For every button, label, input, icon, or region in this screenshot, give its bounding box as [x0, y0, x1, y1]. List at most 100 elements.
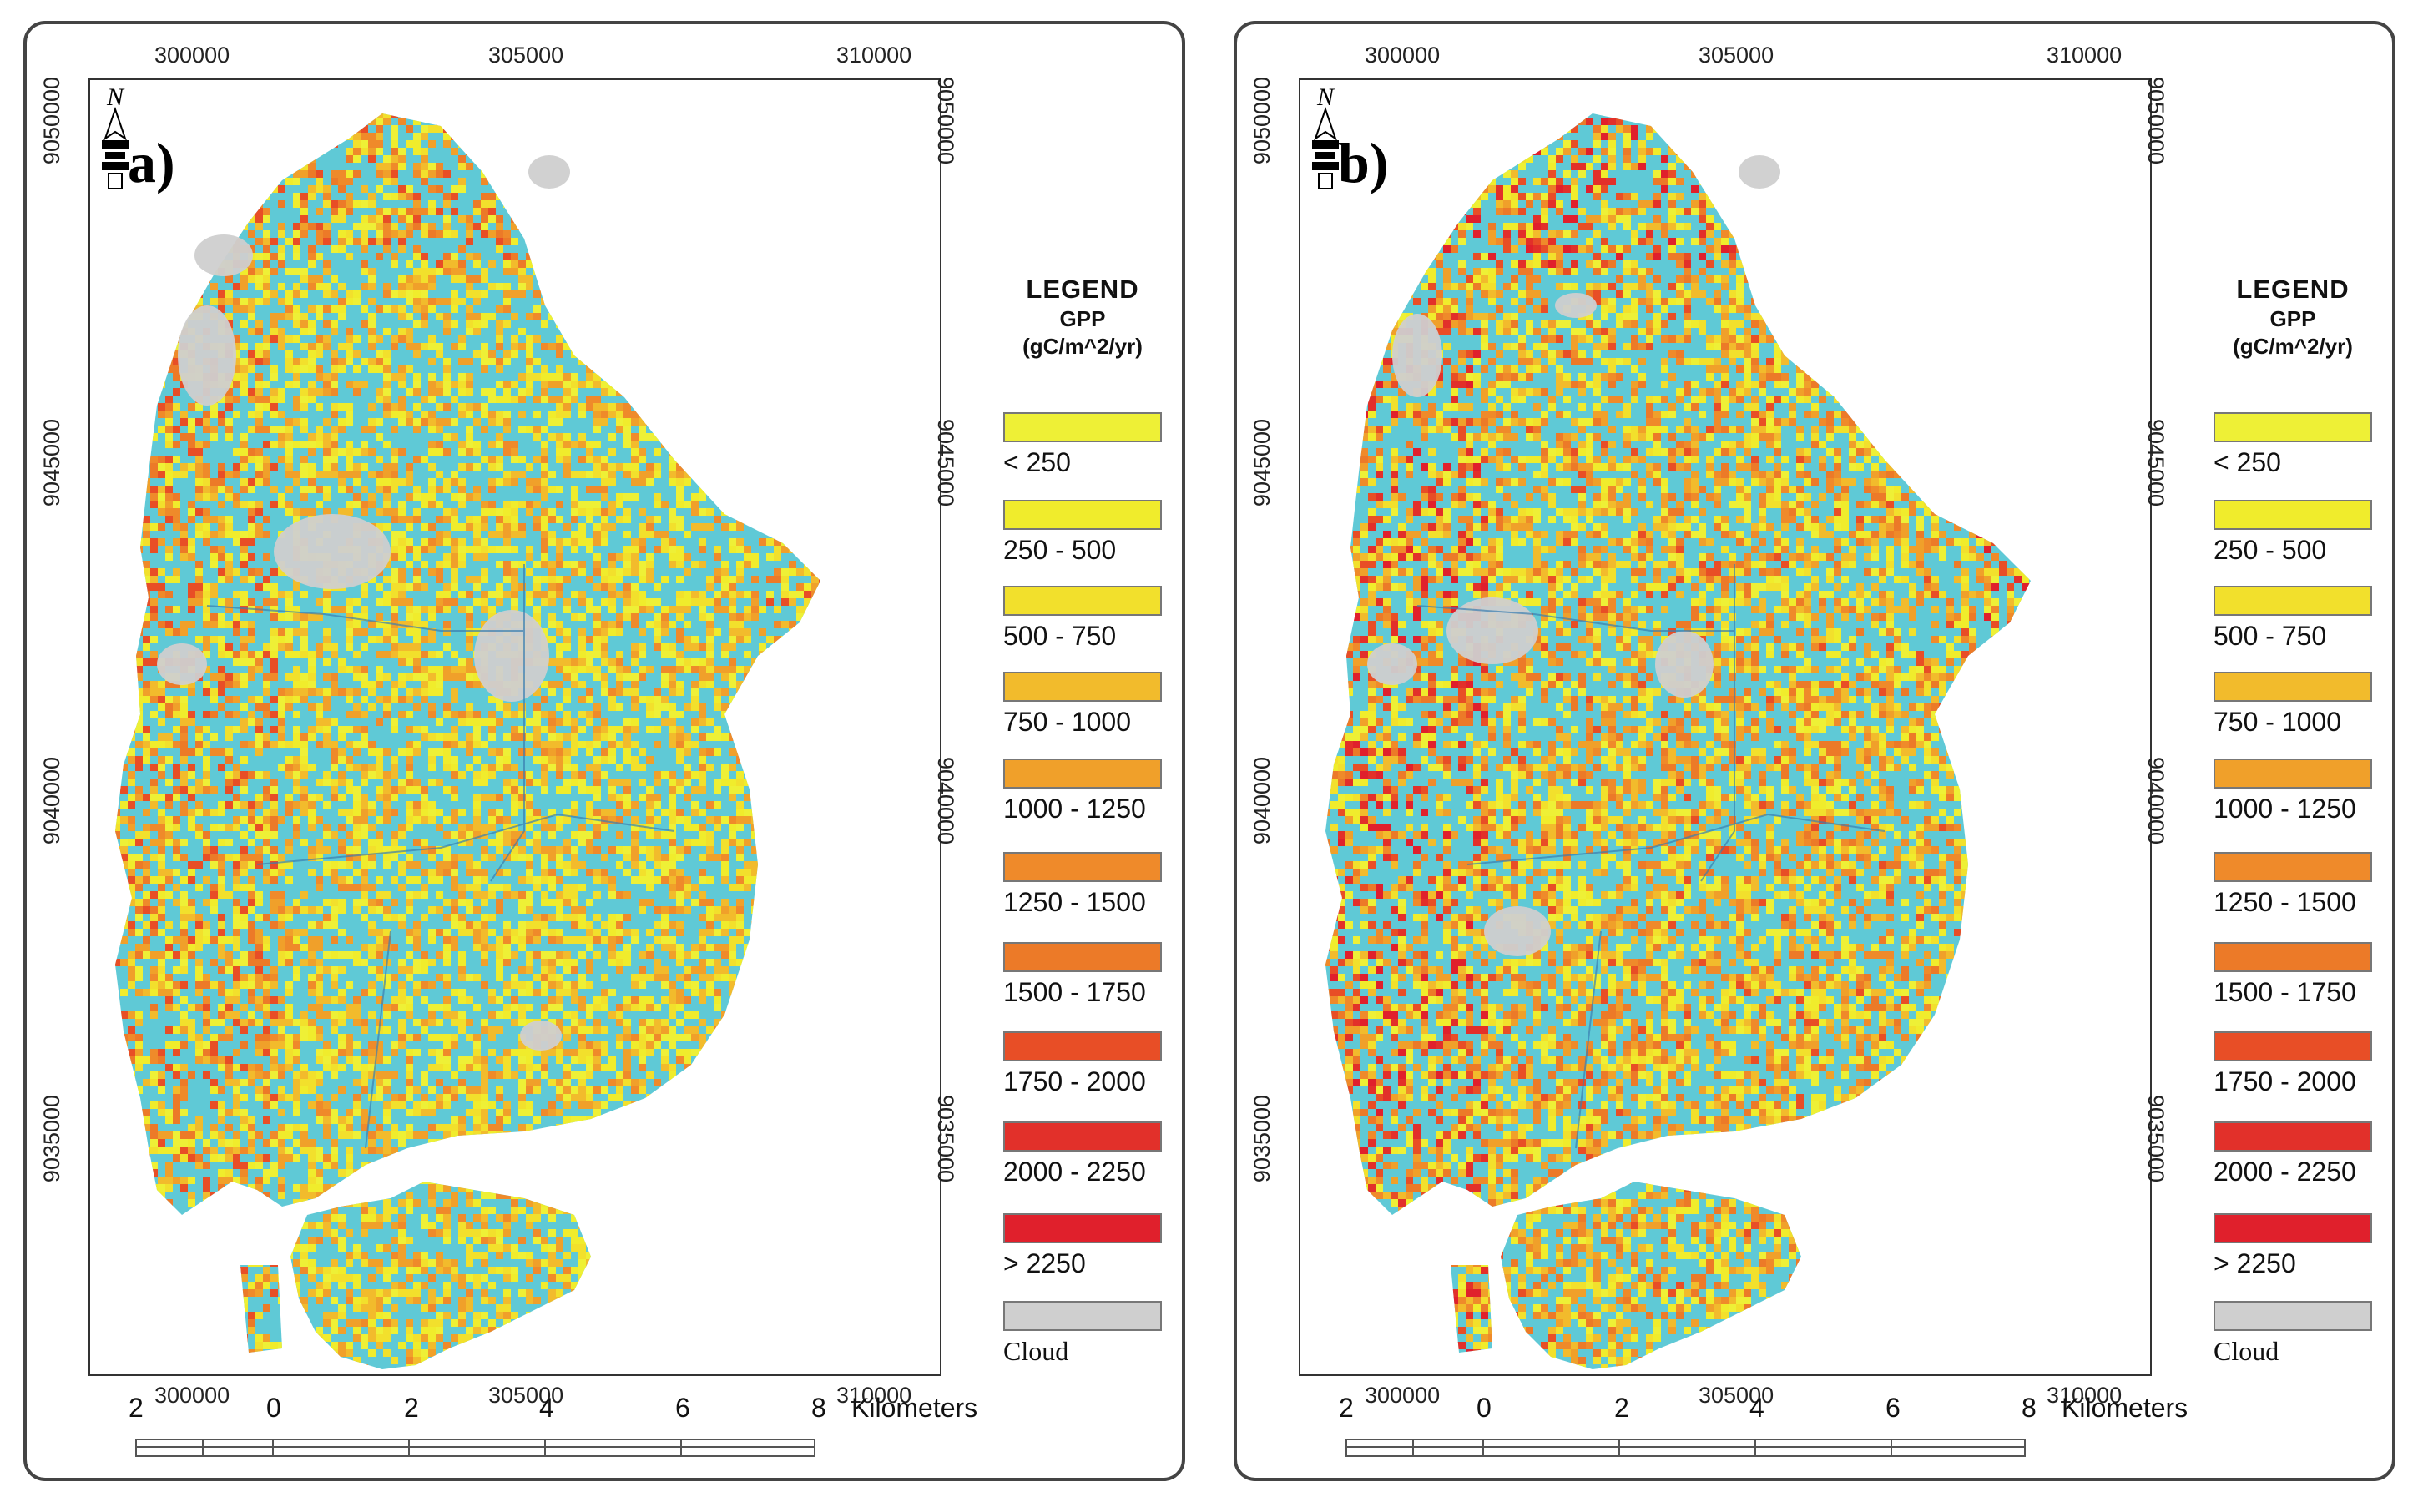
gpp-map-b [1300, 80, 2150, 1374]
legend-cloud-label: Cloud [1003, 1336, 1204, 1367]
x-tick-top: 305000 [488, 43, 563, 68]
scale-unit: Kilometers [2062, 1393, 2188, 1424]
scale-tick: 2 [404, 1393, 419, 1424]
legend-swatch-cloud [1003, 1301, 1162, 1331]
legend-item: 1250 - 1500 [2214, 852, 2413, 918]
x-tick-top: 300000 [154, 43, 230, 68]
x-tick-bottom: 305000 [1699, 1383, 1774, 1409]
legend-item: 1000 - 1250 [1003, 759, 1204, 824]
panel-label: b) [1338, 130, 1388, 196]
legend-swatch [1003, 759, 1162, 789]
y-tick-left: 9050000 [1249, 77, 1275, 164]
legend-subtitle: GPP [982, 306, 1183, 332]
legend-swatch [2214, 1121, 2372, 1152]
legend-swatch [2214, 852, 2372, 882]
legend-class-label: 500 - 750 [2214, 621, 2413, 652]
legend-swatch [1003, 942, 1162, 972]
legend-swatch-cloud [2214, 1301, 2372, 1331]
y-tick-right: 9040000 [2143, 757, 2168, 844]
y-tick-right: 9035000 [932, 1095, 958, 1182]
y-tick-left: 9040000 [1249, 757, 1275, 844]
north-arrow-icon: N [1312, 83, 1339, 189]
legend-swatch [2214, 942, 2372, 972]
scale-unit: Kilometers [851, 1393, 977, 1424]
legend-swatch [2214, 586, 2372, 616]
legend-item-cloud: Cloud [1003, 1301, 1204, 1367]
legend-cloud-label: Cloud [2214, 1336, 2413, 1367]
y-tick-left: 9045000 [1249, 419, 1275, 507]
scale-tick: 2 [1339, 1393, 1354, 1424]
x-tick-top: 305000 [1699, 43, 1774, 68]
legend-class-label: 250 - 500 [1003, 535, 1204, 566]
x-tick-top: 310000 [2047, 43, 2122, 68]
x-tick-bottom: 300000 [1365, 1383, 1440, 1409]
map-frame-a: a) N [88, 78, 941, 1376]
y-tick-left: 9035000 [1249, 1095, 1275, 1182]
scale-tick: 8 [811, 1393, 826, 1424]
legend-title: LEGEND [982, 275, 1183, 305]
scale-bar-midline [135, 1446, 815, 1448]
legend-item: 1250 - 1500 [1003, 852, 1204, 918]
legend-swatch [1003, 1121, 1162, 1152]
scale-tick: 6 [675, 1393, 690, 1424]
y-tick-right: 9045000 [2143, 419, 2168, 507]
y-tick-right: 9050000 [2143, 77, 2168, 164]
legend-class-label: 1000 - 1250 [2214, 794, 2413, 824]
scale-bar: 2 0 2 4 6 8 Kilometers [1320, 1393, 2239, 1484]
legend-item: 250 - 500 [1003, 500, 1204, 566]
y-tick-right: 9040000 [932, 757, 958, 844]
legend-item: < 250 [1003, 412, 1204, 478]
legend-item: > 2250 [1003, 1213, 1204, 1279]
legend-subtitle: GPP [2193, 306, 2393, 332]
legend-item: < 250 [2214, 412, 2413, 478]
y-tick-left: 9040000 [39, 757, 65, 844]
y-tick-left: 9045000 [39, 419, 65, 507]
legend-item: 500 - 750 [1003, 586, 1204, 652]
x-tick-bottom: 300000 [154, 1383, 230, 1409]
legend-class-label: 1750 - 2000 [2214, 1066, 2413, 1097]
scale-tick: 0 [1477, 1393, 1492, 1424]
y-tick-right: 9035000 [2143, 1095, 2168, 1182]
legend-item-cloud: Cloud [2214, 1301, 2413, 1367]
legend-title: LEGEND [2193, 275, 2393, 305]
legend-class-label: < 250 [1003, 447, 1204, 478]
legend: LEGEND GPP (gC/m^2/yr) [982, 275, 1183, 360]
scale-bar: 2 0 2 4 6 8 Kilometers [110, 1393, 1028, 1484]
legend-class-label: 500 - 750 [1003, 621, 1204, 652]
scale-bar-outline [1345, 1439, 2026, 1457]
legend-swatch [2214, 1213, 2372, 1243]
legend-item: 1000 - 1250 [2214, 759, 2413, 824]
legend-class-label: 1500 - 1750 [2214, 977, 2413, 1008]
legend-swatch [1003, 412, 1162, 442]
north-arrow-icon: N [102, 83, 129, 189]
legend-swatch [2214, 412, 2372, 442]
legend-item: 750 - 1000 [2214, 672, 2413, 738]
legend-swatch [1003, 586, 1162, 616]
legend-swatch [2214, 672, 2372, 702]
legend-swatch [1003, 1213, 1162, 1243]
y-tick-left: 9050000 [39, 77, 65, 164]
scale-tick: 2 [1614, 1393, 1629, 1424]
legend-item: 1500 - 1750 [2214, 942, 2413, 1008]
legend-item: 750 - 1000 [1003, 672, 1204, 738]
legend-class-label: 750 - 1000 [2214, 707, 2413, 738]
legend-item: 2000 - 2250 [2214, 1121, 2413, 1187]
legend-item: 2000 - 2250 [1003, 1121, 1204, 1187]
legend-item: 1500 - 1750 [1003, 942, 1204, 1008]
legend-swatch [2214, 1031, 2372, 1061]
legend: LEGEND GPP (gC/m^2/yr) [2193, 275, 2393, 360]
legend-item: 250 - 500 [2214, 500, 2413, 566]
y-tick-left: 9035000 [39, 1095, 65, 1182]
legend-swatch [1003, 500, 1162, 530]
legend-class-label: 1750 - 2000 [1003, 1066, 1204, 1097]
legend-unit: (gC/m^2/yr) [982, 334, 1183, 360]
panel-label: a) [128, 130, 175, 196]
scale-bar-midline [1345, 1446, 2026, 1448]
x-tick-bottom: 310000 [836, 1383, 911, 1409]
legend-swatch [2214, 759, 2372, 789]
scale-tick: 4 [1749, 1393, 1764, 1424]
legend-item: 500 - 750 [2214, 586, 2413, 652]
gpp-map-a [90, 80, 940, 1374]
scale-tick: 0 [266, 1393, 281, 1424]
y-tick-right: 9050000 [932, 77, 958, 164]
